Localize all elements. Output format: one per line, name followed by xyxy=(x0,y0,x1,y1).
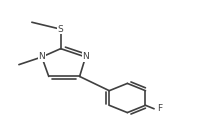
Text: N: N xyxy=(82,53,89,61)
Text: N: N xyxy=(38,53,45,61)
Text: S: S xyxy=(58,25,63,34)
Text: F: F xyxy=(157,104,162,113)
